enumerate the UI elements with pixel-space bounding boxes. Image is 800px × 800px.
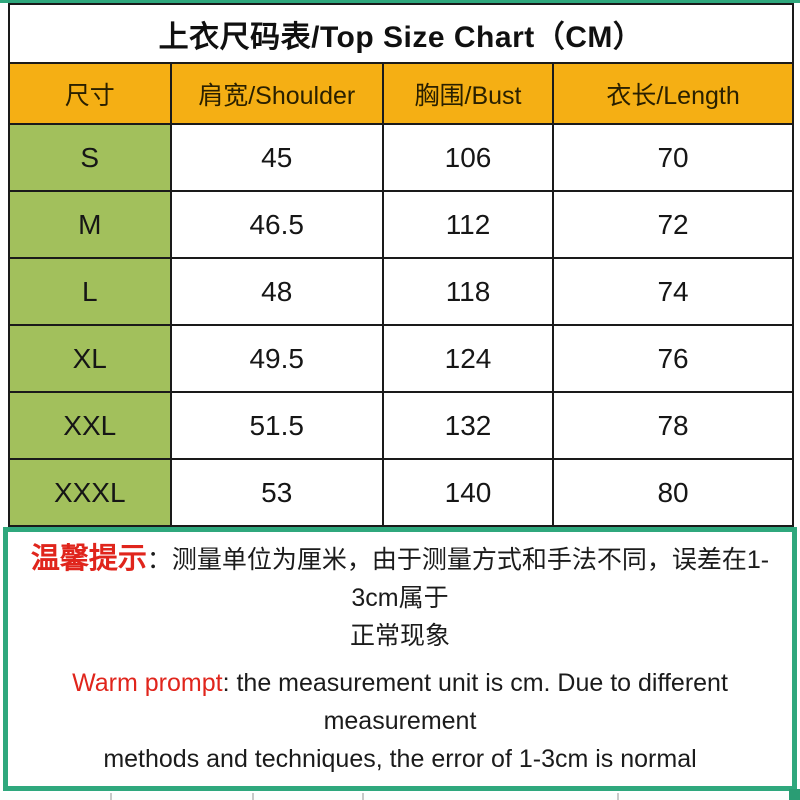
column-header-length: 衣长/Length (552, 62, 794, 125)
column-header-size: 尺寸 (8, 62, 172, 125)
column-header-bust: 胸围/Bust (381, 62, 555, 125)
size-cell: M (8, 190, 172, 259)
size-cell: XXL (8, 391, 172, 460)
size-cell: XXXL (8, 458, 172, 527)
size-cell: XL (8, 324, 172, 393)
shoulder-value-cell: 45 (169, 123, 384, 192)
column-header-shoulder: 肩宽/Shoulder (169, 62, 384, 125)
length-value-cell: 80 (552, 458, 794, 527)
length-value-cell: 70 (552, 123, 794, 192)
warning-text-cn-1: 测量单位为厘米，由于测量方式和手法不同，误差在1-3cm属于 (171, 546, 770, 612)
top-section-divider-line (0, 0, 800, 3)
warm-prompt-note-box: 温馨提示：测量单位为厘米，由于测量方式和手法不同，误差在1-3cm属于 正常现象… (3, 527, 797, 791)
length-value-cell: 72 (552, 190, 794, 259)
table-row-xl: XL 49.5 124 76 (8, 324, 794, 393)
table-row-xxl: XXL 51.5 132 78 (8, 391, 794, 460)
length-value-cell: 76 (552, 324, 794, 393)
table-row-m: M 46.5 112 72 (8, 190, 794, 259)
bust-value-cell: 124 (381, 324, 555, 393)
bust-value-cell: 140 (381, 458, 555, 527)
size-cell: L (8, 257, 172, 326)
table-row-l: L 48 118 74 (8, 257, 794, 326)
warning-colon-en: : (222, 669, 237, 697)
warning-label-cn: 温馨提示 (30, 543, 147, 575)
shoulder-value-cell: 49.5 (169, 324, 384, 393)
warning-line-en-1: Warm prompt: the measurement unit is cm.… (16, 664, 784, 740)
header-row: 尺寸 肩宽/Shoulder 胸围/Bust 衣长/Length (8, 62, 794, 125)
next-box-corner-mark (789, 789, 800, 800)
partial-row-divider (110, 793, 112, 800)
warning-text-en-2: methods and techniques, the error of 1-3… (103, 745, 697, 773)
partial-row-divider (362, 793, 364, 800)
bust-value-cell: 118 (381, 257, 555, 326)
chart-title: 上衣尺码表/Top Size Chart（CM） (8, 3, 794, 64)
bust-value-cell: 132 (381, 391, 555, 460)
table-row-s: S 45 106 70 (8, 123, 794, 192)
length-value-cell: 74 (552, 257, 794, 326)
warning-text-en-1: the measurement unit is cm. Due to diffe… (236, 669, 728, 735)
bust-value-cell: 106 (381, 123, 555, 192)
warning-line-cn-1: 温馨提示：测量单位为厘米，由于测量方式和手法不同，误差在1-3cm属于 (16, 540, 784, 617)
partial-row-divider (617, 793, 619, 800)
table-row-xxxl: XXXL 53 140 80 (8, 458, 794, 527)
shoulder-value-cell: 53 (169, 458, 384, 527)
next-table-partial-row (0, 793, 800, 800)
shoulder-value-cell: 51.5 (169, 391, 384, 460)
title-row: 上衣尺码表/Top Size Chart（CM） (8, 3, 794, 64)
bust-value-cell: 112 (381, 190, 555, 259)
size-chart-table: 上衣尺码表/Top Size Chart（CM） 尺寸 肩宽/Shoulder … (8, 3, 794, 527)
partial-row-divider (252, 793, 254, 800)
warning-label-en: Warm prompt (72, 669, 223, 697)
shoulder-value-cell: 46.5 (169, 190, 384, 259)
warning-colon-cn: ： (146, 546, 172, 574)
warning-text-cn-2: 正常现象 (349, 622, 450, 650)
length-value-cell: 78 (552, 391, 794, 460)
size-cell: S (8, 123, 172, 192)
shoulder-value-cell: 48 (169, 257, 384, 326)
